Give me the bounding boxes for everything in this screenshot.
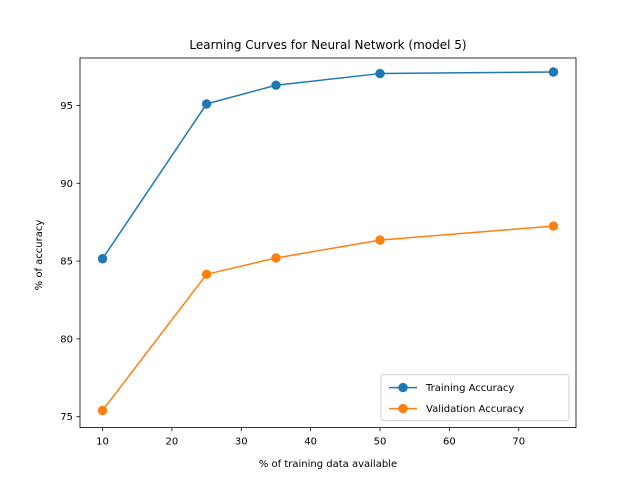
axes-frame [79,57,577,429]
data-point-series-1 [201,99,212,109]
x-axis-label: % of training data available [259,459,397,470]
data-point-series-2 [548,221,559,231]
legend: Training Accuracy Validation Accuracy [380,374,570,422]
data-point-series-1 [548,67,559,77]
x-tick-label: 70 [512,437,525,448]
x-tick-label: 40 [304,437,317,448]
x-tick-label: 50 [374,437,387,448]
y-tick-label: 80 [60,334,73,345]
legend-entry-label: Training Accuracy [425,383,514,394]
legend-marker [398,403,408,414]
x-tick-label: 20 [166,437,179,448]
y-tick-label: 95 [60,101,73,112]
legend-marker [398,382,408,393]
data-point-series-2 [97,405,108,416]
data-point-series-2 [271,253,281,263]
y-tick-label: 90 [60,179,73,190]
y-tick-label: 85 [60,257,73,268]
data-point-series-1 [375,68,385,79]
legend-entry-label: Validation Accuracy [426,404,524,415]
chart-title: Learning Curves for Neural Network (mode… [189,38,466,52]
data-point-series-2 [201,269,212,280]
x-tick-label: 30 [235,437,248,448]
y-axis-label: % of accuracy [34,220,45,291]
data-point-series-2 [375,235,385,245]
x-tick-label: 60 [443,437,456,448]
data-point-series-1 [97,254,108,264]
legend-box [380,374,570,422]
y-tick-label: 75 [60,412,73,423]
plot-area: 10 20 30 40 50 60 70 75 80 85 90 95 [60,57,577,448]
data-point-series-1 [271,80,281,90]
x-tick-label: 10 [96,437,109,448]
